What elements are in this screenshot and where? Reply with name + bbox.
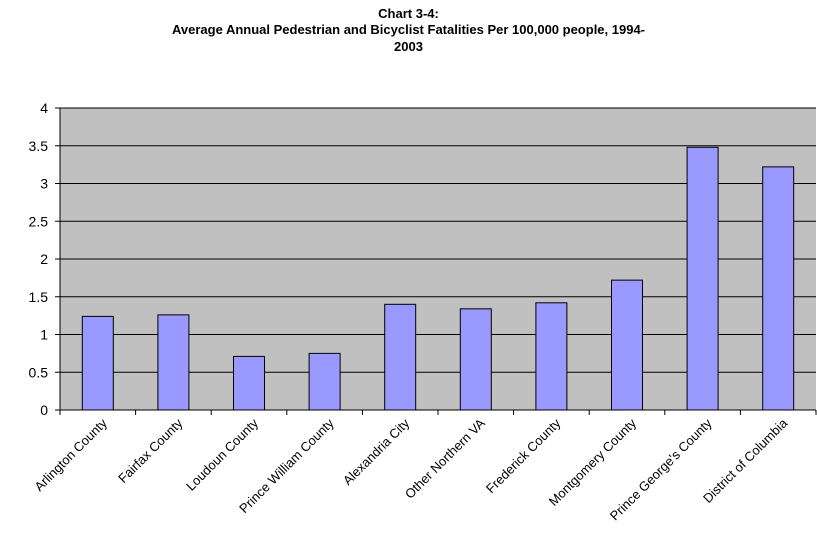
y-tick-label: 3.5 — [29, 138, 49, 154]
chart-title-line-2: Average Annual Pedestrian and Bicyclist … — [171, 22, 646, 37]
bar — [459, 308, 492, 411]
x-category-label: Other Northern VA — [402, 415, 488, 501]
x-category-label: Arlington County — [31, 415, 110, 494]
y-tick-label: 0 — [40, 402, 48, 418]
bar — [762, 166, 795, 411]
bar — [157, 314, 190, 411]
bar — [686, 146, 719, 411]
x-category-label: Alexandria City — [340, 415, 413, 488]
y-tick-label: 0.5 — [29, 364, 49, 380]
bar — [308, 352, 341, 411]
x-category-label: Frederick County — [483, 415, 564, 496]
y-tick-label: 1.5 — [29, 289, 49, 305]
y-tick-label: 4 — [40, 100, 48, 116]
y-tick-label: 3 — [40, 176, 48, 192]
x-category-label: District of Columbia — [700, 415, 791, 506]
bar — [233, 355, 265, 411]
bar — [384, 303, 417, 411]
bars — [81, 146, 795, 411]
bar — [81, 315, 114, 411]
bar — [535, 302, 568, 411]
y-tick-labels: 0 0.5 1 1.5 2 2.5 3 3.5 4 — [29, 100, 60, 418]
bar — [611, 279, 643, 411]
y-tick-label: 2.5 — [29, 213, 49, 229]
x-category-label: Loudoun County — [183, 415, 261, 493]
chart-title-line-3: 2003 — [394, 39, 423, 54]
y-tick-label: 1 — [40, 327, 48, 343]
y-tick-label: 2 — [40, 251, 48, 267]
x-category-label: Fairfax County — [115, 415, 186, 486]
chart-title-line-1: Chart 3-4: — [378, 6, 439, 21]
